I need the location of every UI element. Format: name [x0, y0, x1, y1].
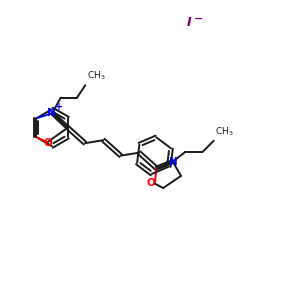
Text: CH$_3$: CH$_3$: [215, 126, 234, 138]
Text: −: −: [194, 14, 203, 24]
Text: I: I: [186, 16, 191, 29]
Text: N: N: [47, 108, 56, 118]
Text: O: O: [44, 138, 52, 148]
Text: +: +: [55, 102, 63, 112]
Text: N: N: [169, 157, 178, 166]
Text: CH$_3$: CH$_3$: [87, 70, 106, 82]
Text: O: O: [146, 178, 155, 188]
